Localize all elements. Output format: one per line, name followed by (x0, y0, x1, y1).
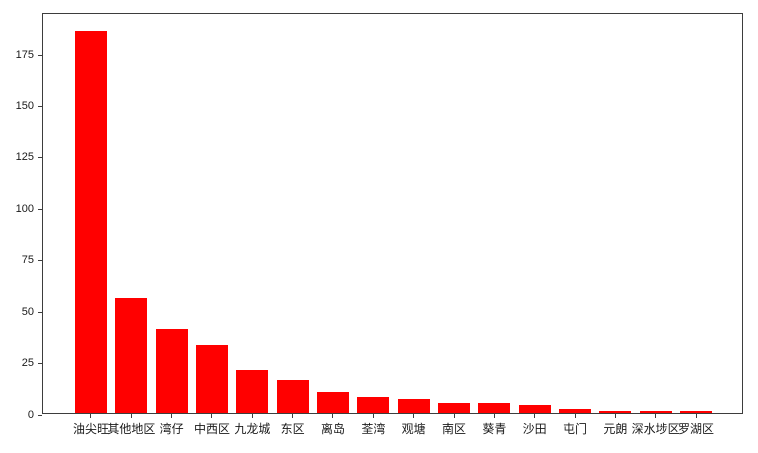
y-tick-label: 0 (27, 408, 34, 421)
bar-11 (518, 404, 551, 413)
x-tick-label: 荃湾 (361, 422, 386, 436)
x-tick-label: 罗湖区 (677, 422, 715, 436)
x-tick-label: 离岛 (320, 422, 345, 436)
y-tick-mark (38, 311, 42, 313)
x-tick-label: 沙田 (522, 422, 547, 436)
x-tick-mark (90, 414, 92, 418)
x-tick-label: 其他地区 (107, 422, 156, 436)
y-tick-label: 175 (15, 48, 34, 61)
x-tick-mark (372, 414, 374, 418)
y-tick-label: 50 (21, 305, 34, 318)
x-tick-mark (292, 414, 294, 418)
x-tick-mark (171, 414, 173, 418)
y-tick-mark (38, 414, 42, 416)
x-tick-label: 东区 (280, 422, 305, 436)
bar-8 (397, 398, 430, 413)
x-tick-mark (211, 414, 213, 418)
bar-2 (155, 328, 188, 413)
x-tick-mark (534, 414, 536, 418)
y-tick-label: 75 (21, 254, 34, 267)
bar-12 (558, 408, 592, 413)
x-tick-mark (695, 414, 697, 418)
x-tick-label: 九龙城 (234, 422, 271, 436)
y-tick-label: 25 (21, 357, 34, 370)
bar-3 (195, 345, 229, 413)
y-tick-label: 100 (15, 202, 34, 215)
x-tick-mark (655, 414, 657, 418)
x-tick-mark (493, 414, 495, 418)
bar-14 (639, 410, 672, 413)
x-tick-label: 葵青 (482, 422, 507, 436)
x-tick-label: 元朗 (603, 422, 628, 436)
y-tick-mark (38, 54, 42, 56)
x-tick-label: 油尖旺 (72, 422, 109, 436)
bar-0 (74, 30, 108, 413)
x-tick-mark (130, 414, 132, 418)
x-tick-label: 屯门 (562, 422, 588, 436)
x-tick-label: 南区 (441, 422, 467, 436)
y-tick-mark (38, 157, 42, 159)
x-tick-mark (251, 414, 253, 418)
x-tick-label: 中西区 (193, 422, 230, 436)
x-tick-label: 深水埗区 (631, 422, 680, 436)
x-tick-mark (574, 414, 576, 418)
x-tick-label: 湾仔 (159, 422, 184, 436)
y-tick-mark (38, 106, 42, 108)
bar-13 (599, 410, 632, 413)
y-tick-mark (38, 260, 42, 262)
y-tick-mark (38, 208, 42, 210)
bar-10 (478, 402, 511, 413)
bar-15 (679, 410, 713, 413)
y-tick-label: 150 (15, 100, 34, 113)
bar-4 (236, 369, 269, 413)
x-tick-mark (614, 414, 616, 418)
bar-6 (316, 392, 350, 413)
bar-5 (276, 380, 309, 413)
y-tick-mark (38, 363, 42, 365)
x-tick-mark (413, 414, 415, 418)
x-tick-mark (453, 414, 455, 418)
bar-9 (437, 402, 471, 413)
x-tick-mark (332, 414, 334, 418)
bar-7 (357, 396, 390, 413)
bar-1 (115, 297, 148, 413)
x-tick-label: 观塘 (401, 422, 426, 436)
y-tick-label: 125 (15, 151, 34, 164)
plot-area: 0 25 50 75 100 125 150 175 油尖旺 其他地区 湾仔 中西区 九龙城 东区 离岛 荃湾… (16, 13, 743, 436)
